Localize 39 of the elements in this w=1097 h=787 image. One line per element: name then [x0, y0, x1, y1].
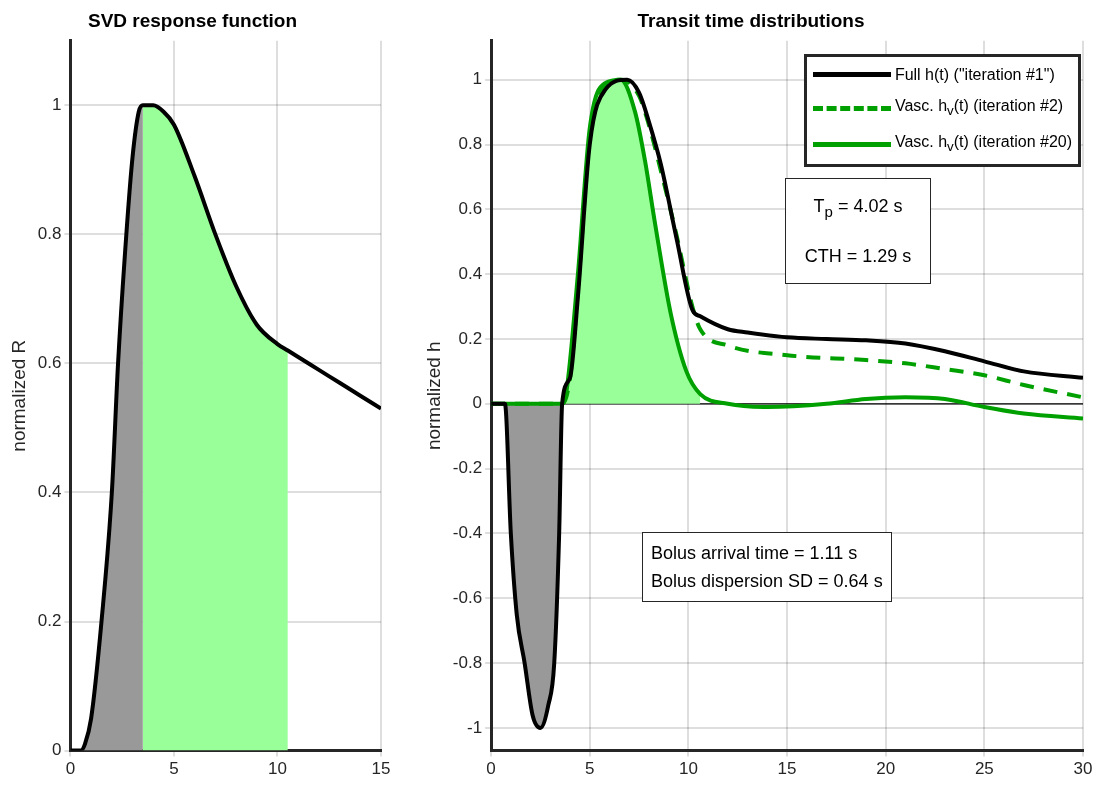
- x-tick-label: 15: [371, 759, 391, 779]
- y-axis-title: normalized R: [7, 339, 29, 452]
- x-tick-label: 5: [585, 759, 595, 779]
- y-tick-label: 0.8: [37, 224, 62, 244]
- y-tick-label: -0.2: [452, 458, 483, 478]
- y-tick-label: -0.8: [452, 652, 483, 672]
- chart-title: SVD response function: [87, 9, 298, 31]
- x-tick-label: 10: [678, 759, 698, 779]
- y-tick-label: 0.6: [37, 353, 62, 373]
- x-tick-label: 30: [1073, 759, 1093, 779]
- x-tick-label: 0: [486, 759, 496, 779]
- annotation: CTH = 1.29 s: [803, 244, 913, 268]
- y-tick-label: 0: [472, 393, 483, 413]
- y-tick-label: 0.6: [458, 199, 483, 219]
- y-tick-label: -0.4: [452, 523, 483, 543]
- annotation: Bolus dispersion SD = 0.64 s: [651, 570, 883, 593]
- y-tick-label: 0.4: [458, 263, 483, 283]
- x-tick-label: 10: [268, 759, 287, 779]
- y-tick-label: 0.4: [37, 482, 62, 502]
- chart-title: Transit time distributions: [637, 9, 865, 31]
- x-tick-label: 5: [169, 759, 179, 779]
- y-tick-label: 0: [51, 740, 62, 760]
- y-tick-label: -1: [466, 717, 483, 737]
- x-tick-label: 15: [777, 759, 797, 779]
- legend-label: Full h(t) ("iteration #1"): [894, 65, 1055, 85]
- x-tick-label: 20: [876, 759, 896, 779]
- y-tick-label: 1: [51, 95, 62, 115]
- y-tick-label: 0.8: [458, 134, 483, 154]
- annotation: T$_{p}$ = 4.02 s: [812, 195, 904, 222]
- x-tick-label: 0: [65, 759, 76, 779]
- legend-label: Vasc. h$_{v}$(t) (iteration #20): [894, 132, 1072, 157]
- y-tick-label: 0.2: [458, 328, 483, 348]
- y-tick-label: 0.2: [37, 611, 62, 631]
- legend-label: Vasc. h$_{v}$(t) (iteration #2): [894, 96, 1064, 121]
- y-tick-label: -0.6: [452, 587, 483, 607]
- y-axis-title: normalized h: [422, 341, 444, 451]
- annotation: Bolus arrival time = 1.11 s: [651, 542, 859, 565]
- y-tick-label: 1: [472, 69, 483, 89]
- x-tick-label: 25: [974, 759, 994, 779]
